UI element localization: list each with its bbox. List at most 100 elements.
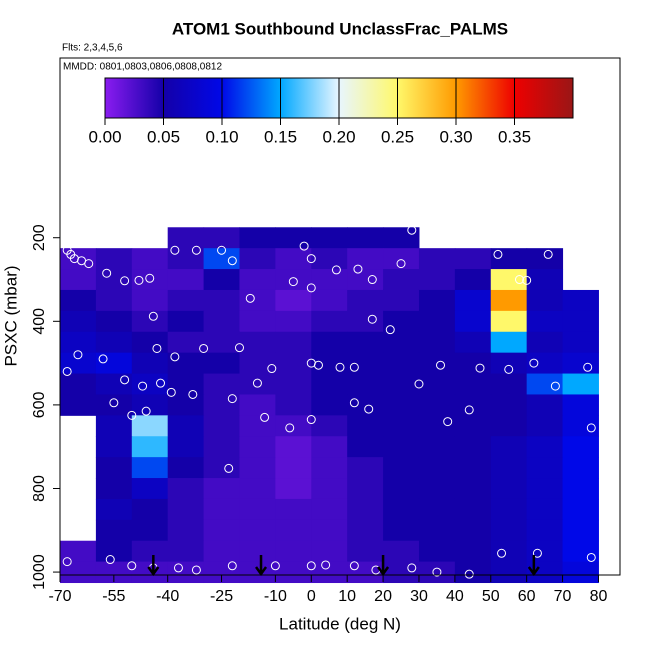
heat-cell — [203, 352, 240, 375]
sample-point — [407, 563, 417, 573]
x-tick-label: -40 — [156, 588, 179, 605]
heat-cell — [490, 289, 528, 312]
heat-cell — [490, 561, 528, 584]
heat-cell — [347, 394, 384, 416]
heat-cell — [311, 331, 348, 354]
heat-cell — [418, 436, 456, 458]
heat-cell — [95, 394, 133, 416]
heat-cell — [95, 289, 133, 312]
sample-point — [306, 283, 316, 293]
heat-cell — [275, 519, 312, 542]
x-tick-label: 60 — [518, 588, 536, 605]
sample-point — [145, 273, 155, 283]
heat-cell — [203, 331, 240, 354]
sample-point — [522, 275, 532, 285]
heat-cell — [203, 498, 240, 521]
heat-cell — [383, 519, 420, 542]
heat-cell — [418, 269, 456, 291]
heat-cell — [275, 436, 312, 458]
heat-cell — [311, 289, 348, 312]
sample-point — [105, 555, 115, 565]
colorbar-tick-label: 0.15 — [264, 127, 297, 146]
heat-cell — [383, 540, 420, 563]
sample-point — [191, 565, 201, 575]
sample-point — [234, 343, 244, 353]
sample-point — [306, 415, 316, 425]
heat-cell — [490, 248, 528, 270]
heat-cell — [383, 289, 420, 312]
heat-cell — [562, 457, 599, 479]
sample-point — [288, 277, 298, 287]
heat-cell — [95, 310, 133, 333]
heat-cell — [526, 248, 564, 270]
x-tick-label: -10 — [264, 588, 287, 605]
heat-cell — [203, 561, 240, 584]
sample-point — [586, 552, 596, 562]
heat-cell — [131, 310, 169, 333]
sample-point — [385, 325, 395, 335]
heat-cell — [167, 561, 205, 584]
heat-cell — [311, 415, 348, 437]
sample-point — [188, 389, 198, 399]
sample-point — [550, 381, 560, 391]
heat-cell — [311, 248, 348, 270]
heat-cell — [490, 478, 528, 500]
heat-cell — [383, 310, 420, 333]
sample-point — [109, 398, 119, 408]
sample-point — [270, 561, 280, 571]
sample-point — [127, 561, 137, 571]
colorbar-tick-label: 0.35 — [498, 127, 531, 146]
sample-point — [432, 567, 442, 577]
heat-cell — [203, 478, 240, 500]
heat-cell — [383, 269, 420, 291]
heat-cell — [454, 394, 492, 416]
heat-cell — [203, 540, 240, 563]
heat-cell — [526, 331, 564, 354]
heat-cell — [203, 457, 240, 479]
heat-cell — [203, 394, 240, 416]
heat-cell — [167, 310, 205, 333]
heat-cell — [239, 478, 276, 500]
heat-cell — [454, 478, 492, 500]
heat-cell — [167, 478, 205, 500]
heat-cell — [203, 519, 240, 542]
heat-cell — [311, 457, 348, 479]
heat-cell — [454, 415, 492, 437]
y-tick-label: 600 — [31, 391, 48, 418]
heat-cell — [311, 498, 348, 521]
heat-cell — [239, 373, 276, 395]
heat-cell — [311, 269, 348, 291]
colorbar-tick-label: 0.30 — [439, 127, 472, 146]
heat-cell — [275, 540, 312, 563]
heat-cell — [454, 457, 492, 479]
colorbar-tick-label: 0.10 — [205, 127, 238, 146]
heat-cell — [490, 436, 528, 458]
heat-cell — [562, 540, 599, 563]
y-tick-label: 400 — [31, 308, 48, 335]
sample-point — [224, 463, 234, 473]
heat-cell — [347, 331, 384, 354]
heat-cell — [239, 248, 276, 270]
heat-cell — [454, 248, 492, 270]
heat-cell — [203, 227, 240, 249]
heat-cell — [418, 248, 456, 270]
heat-cell — [311, 310, 348, 333]
heat-cell — [131, 269, 169, 291]
heat-cell — [239, 415, 276, 437]
heat-cell — [239, 498, 276, 521]
subtitle: Flts: 2,3,4,5,6 — [62, 43, 123, 54]
sample-point — [260, 412, 270, 422]
heat-cell — [275, 331, 312, 354]
heat-cell — [526, 519, 564, 542]
heat-cell — [311, 540, 348, 563]
x-tick-label: 40 — [446, 588, 464, 605]
heat-cell — [347, 269, 384, 291]
heat-cell — [526, 498, 564, 521]
heat-cell — [239, 269, 276, 291]
heat-cell — [203, 310, 240, 333]
colorbar-tick-label: 0.25 — [381, 127, 414, 146]
sample-point — [299, 241, 309, 251]
heat-cell — [454, 498, 492, 521]
heat-cell — [60, 310, 97, 333]
heat-cell — [562, 331, 599, 354]
